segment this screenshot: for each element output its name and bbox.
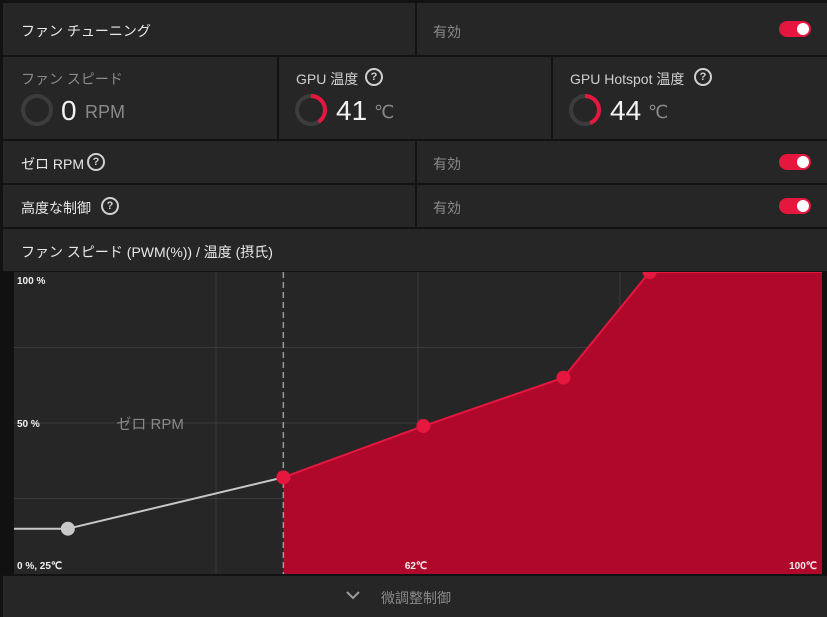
fan-tuning-status: 有効 [433, 24, 461, 40]
metric-hotspot-temp-value: 44 [610, 95, 642, 126]
chart-header: ファン スピード (PWM(%)) / 温度 (摂氏) [3, 229, 827, 271]
fan-speed-gauge-icon [21, 94, 53, 126]
gpu-temp-gauge-icon [295, 94, 327, 126]
origin-tick: 0 %, 25℃ [17, 561, 62, 572]
x-tick-mid: 62℃ [405, 561, 427, 572]
active-curve-area [283, 272, 822, 574]
chart-header-label: ファン スピード (PWM(%)) / 温度 (摂氏) [21, 244, 273, 260]
fine-tune-control[interactable]: 微調整制御 [3, 576, 827, 617]
metric-hotspot-temp: GPU Hotspot 温度 ? 44 ℃ [553, 57, 827, 139]
curve-point-5[interactable] [642, 272, 657, 279]
toggle-knob [797, 23, 809, 35]
zero-rpm-toggle[interactable] [779, 154, 811, 170]
curve-point-2[interactable] [276, 470, 291, 485]
curve-point-4[interactable] [556, 370, 571, 385]
metric-hotspot-temp-label: GPU Hotspot 温度 [570, 71, 685, 87]
metric-fan-speed-unit: RPM [85, 102, 125, 122]
advanced-control-label-cell: 高度な制御 ? [3, 185, 415, 227]
hotspot-temp-help-icon[interactable]: ? [694, 68, 712, 86]
metric-gpu-temp-label: GPU 温度 [296, 71, 359, 87]
toggle-knob [797, 156, 809, 168]
toggle-knob [797, 200, 809, 212]
zero-rpm-label: ゼロ RPM [21, 156, 84, 172]
fan-tuning-status-cell: 有効 [417, 3, 827, 55]
zero-rpm-help-icon[interactable]: ? [87, 153, 105, 171]
zero-rpm-status: 有効 [433, 156, 461, 172]
fan-curve-chart[interactable]: ゼロ RPM 100 % 50 % 0 %, 25℃ 62℃ 100℃ [0, 272, 827, 574]
x-tick-max: 100℃ [789, 561, 817, 572]
gauge-value-arc [295, 94, 327, 126]
chevron-down-icon [346, 591, 360, 600]
curve-point-3[interactable] [416, 419, 431, 434]
metric-fan-speed-label: ファン スピード [21, 71, 123, 87]
fan-tuning-toggle[interactable] [779, 21, 811, 37]
fan-tuning-label: ファン チューニング [21, 23, 151, 39]
metric-hotspot-temp-unit: ℃ [648, 102, 669, 122]
y-tick-mid: 50 % [17, 419, 40, 430]
zero-rpm-region-label: ゼロ RPM [116, 416, 184, 433]
advanced-control-label: 高度な制御 [21, 200, 91, 216]
advanced-control-status: 有効 [433, 200, 461, 216]
y-tick-top: 100 % [17, 276, 45, 287]
fine-tune-label: 微調整制御 [381, 590, 451, 606]
zero-rpm-curve-line [67, 476, 284, 530]
hotspot-temp-gauge-icon [569, 94, 601, 126]
metric-fan-speed: ファン スピード 0 RPM [3, 57, 277, 139]
advanced-control-toggle[interactable] [779, 198, 811, 214]
metric-gpu-temp: GPU 温度 ? 41 ℃ [279, 57, 551, 139]
advanced-control-status-cell: 有効 [417, 185, 827, 227]
fan-tuning-label-cell: ファン チューニング [3, 3, 415, 55]
metric-gpu-temp-unit: ℃ [374, 102, 395, 122]
zero-rpm-label-cell: ゼロ RPM ? [3, 141, 415, 183]
metric-fan-speed-value: 0 [61, 95, 77, 126]
gauge-value-arc [569, 94, 601, 126]
gpu-temp-help-icon[interactable]: ? [365, 68, 383, 86]
zero-rpm-status-cell: 有効 [417, 141, 827, 183]
metric-gpu-temp-value: 41 [336, 95, 368, 126]
advanced-control-help-icon[interactable]: ? [101, 197, 119, 215]
